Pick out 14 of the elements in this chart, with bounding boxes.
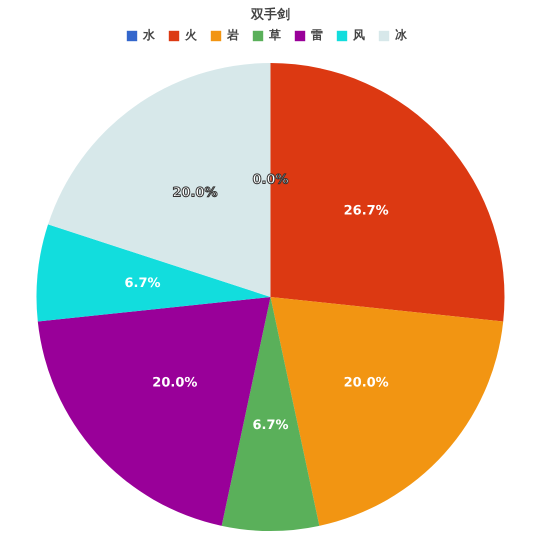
data-label: 6.7% (252, 418, 289, 433)
legend-label: 风 (353, 27, 366, 44)
data-label: 20.0% (152, 375, 198, 390)
data-label: 6.7% (124, 276, 161, 291)
legend-label: 冰 (395, 27, 408, 44)
legend-label: 岩 (227, 27, 240, 44)
data-label: 20.0% (172, 186, 218, 201)
data-label: 20.0% (344, 375, 389, 390)
legend-label: 草 (269, 27, 282, 44)
chart-title: 双手剑 (250, 6, 290, 22)
data-label: 26.7% (344, 204, 389, 219)
legend-label: 水 (143, 27, 156, 44)
legend-label: 火 (185, 27, 198, 44)
legend-label: 雷 (311, 27, 324, 44)
